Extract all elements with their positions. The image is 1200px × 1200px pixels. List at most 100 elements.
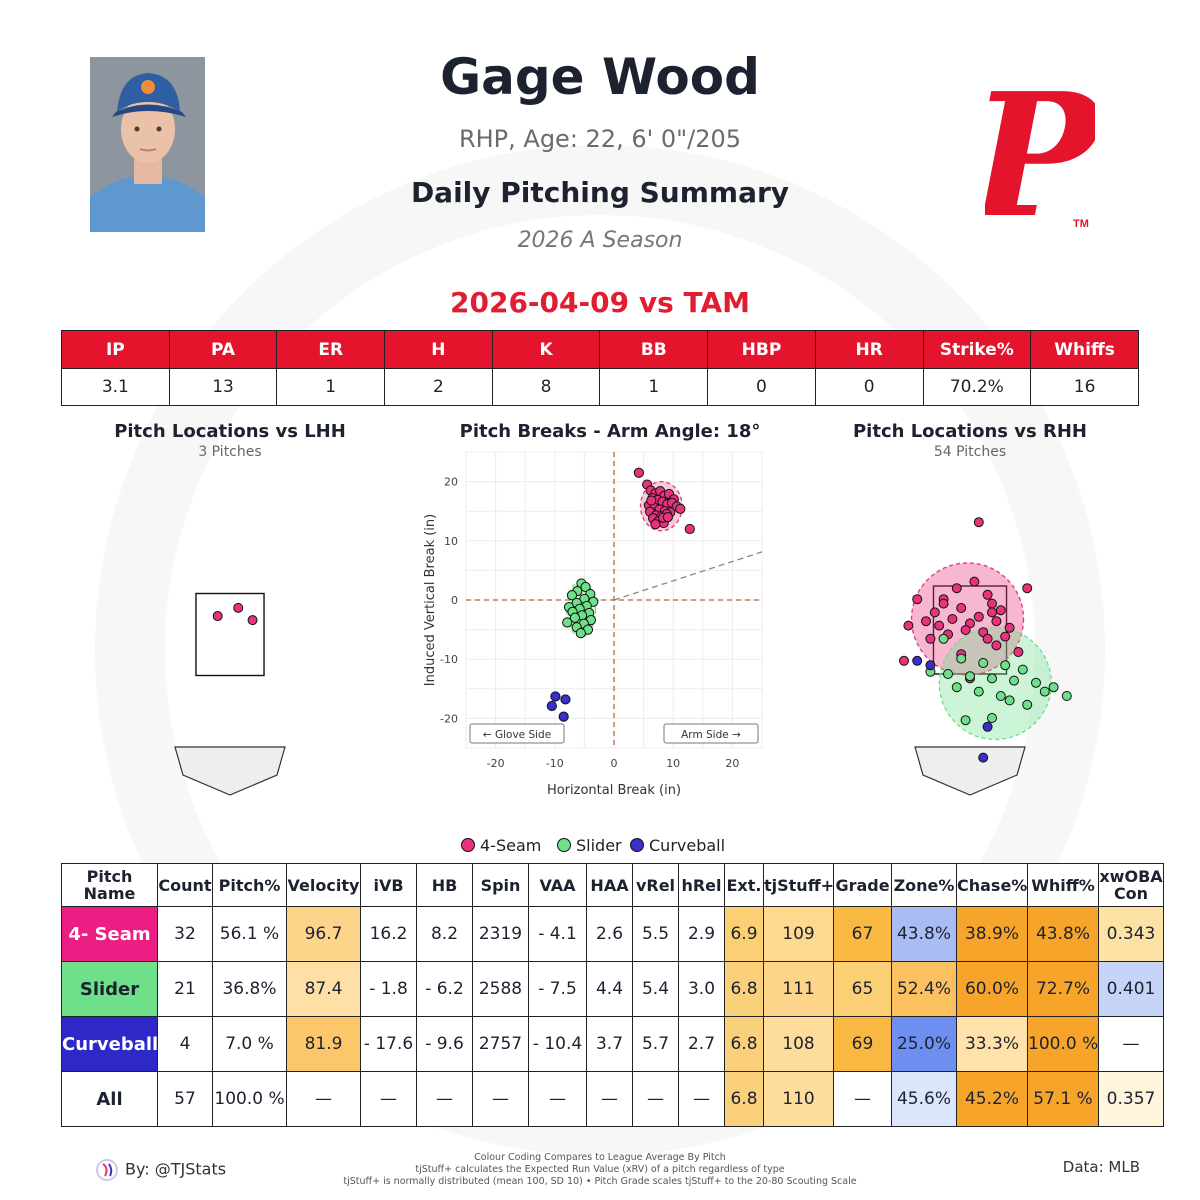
tjstats-logo-icon	[96, 1159, 118, 1181]
location-point-4-seam	[925, 633, 936, 644]
pitch-cell-ivb: —	[360, 1071, 417, 1127]
pitch-metrics-table: Pitch Name Count Pitch% Velocity iVB HB Spin VA…	[61, 863, 1164, 1127]
legend-label-curveball: Curveball	[649, 836, 725, 855]
break-point-4-seam	[684, 523, 695, 535]
season-label: 2026 A Season	[517, 228, 683, 253]
x-tick-label: -10	[546, 757, 564, 770]
location-point-slider	[951, 682, 962, 693]
pitch-cell-hb: - 9.6	[416, 1016, 473, 1072]
pitch-cell-ivb: - 17.6	[360, 1016, 417, 1072]
break-point-4-seam	[662, 512, 673, 523]
pitch-name-cell: 4- Seam	[61, 906, 158, 962]
location-point-4-seam	[1000, 631, 1011, 642]
location-point-slider	[943, 669, 953, 679]
pitch-cell-velocity: —	[286, 1071, 361, 1127]
pitch-cell-zone: 45.6%	[891, 1071, 957, 1127]
stat-value-pa: 13	[168, 368, 278, 406]
location-point-slider	[1039, 686, 1050, 697]
stat-value-ip: 3.1	[61, 368, 170, 406]
pitch-header-ivb: iVB	[360, 863, 417, 907]
x-tick-label: -20	[487, 757, 505, 770]
break-point-curveball	[558, 711, 569, 722]
byline-text: By: @TJStats	[125, 1159, 227, 1179]
legend-label-slider: Slider	[576, 836, 622, 855]
stat-value-bb: 1	[599, 368, 709, 406]
pitch-header-ext: Ext.	[724, 863, 764, 907]
stat-value-h: 2	[384, 368, 493, 406]
pitch-name-cell: Curveball	[61, 1016, 158, 1072]
pitch-header-count: Count	[157, 863, 213, 907]
pitch-cell-ivb: - 1.8	[360, 961, 417, 1017]
pitch-header-zone: Zone%	[891, 863, 957, 907]
lhh-location-plot	[174, 592, 286, 796]
pitch-cell-whiff: 43.8%	[1027, 906, 1099, 962]
pitch-cell-whiff: 72.7%	[1027, 961, 1099, 1017]
y-tick-label: -20	[440, 712, 458, 725]
x-tick-label: 20	[725, 757, 739, 770]
pitch-header-xwoba-con: xwOBA Con	[1098, 863, 1164, 907]
pitch-cell-vaa: - 7.5	[528, 961, 587, 1017]
glove-side-label-box	[469, 723, 565, 744]
legend-label-4-seam: 4-Seam	[480, 836, 541, 855]
pitch-legend: 4-Seam Slider Curveball	[430, 832, 770, 858]
pitch-cell-spin: 2757	[472, 1016, 529, 1072]
location-point-slider	[987, 673, 997, 684]
strike-zone	[195, 592, 265, 677]
pitch-row-slider: Slider 21 36.8% 87.4- 1.8- 6.2 2588- 7.5 4.4 5…	[61, 961, 1164, 1017]
pitch-cell-spin: —	[472, 1071, 529, 1127]
arm-angle-line	[613, 551, 763, 601]
pitch-row-curveball: Curveball 4 7.0 % 81.9- 17.6- 9.6 2757- 10.4…	[61, 1016, 1164, 1072]
stat-value-strike: 70.2%	[922, 368, 1032, 406]
location-point-4-seam	[973, 611, 984, 622]
location-point-curveball	[912, 655, 923, 666]
phillies-logo: P TM	[967, 56, 1103, 256]
pitch-cell-hrel: —	[678, 1071, 725, 1127]
stat-header-ip: IP	[61, 330, 170, 369]
pitch-cell-hb: - 6.2	[416, 961, 473, 1017]
pitch-cell-zone: 43.8%	[891, 906, 957, 962]
pitch-cell-count: 21	[157, 961, 213, 1017]
location-point-curveball	[982, 721, 993, 732]
pitch-header-velocity: Velocity	[286, 863, 361, 907]
pitch-header-tjstuff: tjStuff+	[763, 863, 834, 907]
location-point-4-seam	[233, 602, 244, 613]
player-name: Gage Wood	[440, 48, 760, 106]
pitch-cell-haa: 3.7	[586, 1016, 633, 1072]
break-point-4-seam	[675, 503, 686, 514]
pitch-cell-count: 32	[157, 906, 213, 962]
pitch-breaks-chart: -20 -10 0 10 20 20 10 0 -10 -20 Horizontal Break (…	[423, 451, 763, 798]
x-axis-label: Horizontal Break (in)	[547, 783, 681, 798]
pitch-header-spin: Spin	[472, 863, 529, 907]
pitch-cell-chase: 38.9%	[956, 906, 1028, 962]
stat-value-er: 1	[276, 368, 386, 406]
pitch-cell-velocity: 87.4	[286, 961, 361, 1017]
pitch-cell-vrel: 5.5	[632, 906, 679, 962]
location-point-4-seam	[899, 655, 909, 666]
y-axis-label: Induced Vertical Break (in)	[423, 514, 438, 687]
location-point-slider	[1031, 677, 1041, 688]
pitch-cell-hb: 8.2	[416, 906, 473, 962]
location-point-slider	[965, 671, 975, 682]
pitch-cell-xwoba-con: —	[1098, 1016, 1164, 1072]
pitch-cell-ext: 6.8	[724, 1071, 764, 1127]
pitch-cell-tjstuff: 111	[763, 961, 834, 1017]
pitch-name-cell: Slider	[61, 961, 158, 1017]
pitch-cell-velocity: 81.9	[286, 1016, 361, 1072]
location-point-slider	[1061, 691, 1072, 701]
break-point-slider	[575, 628, 586, 639]
location-point-4-seam	[951, 583, 962, 594]
pitch-cell-vrel: —	[632, 1071, 679, 1127]
arm-side-label: Arm Side →	[663, 723, 759, 744]
home-plate	[914, 746, 1026, 796]
location-point-4-seam	[982, 633, 993, 644]
pitch-cell-vaa: —	[528, 1071, 587, 1127]
location-point-slider	[995, 691, 1006, 701]
footer-note-1: Colour Coding Compares to League Average…	[474, 1152, 726, 1163]
pitch-row-all: All 57 100.0 % — — — — — — — —6.8 110—45.6% 45.2% 57.…	[61, 1071, 1164, 1127]
location-point-4-seam	[987, 607, 997, 618]
stat-header-strike: Strike%	[922, 330, 1032, 369]
location-point-4-seam	[903, 620, 914, 631]
location-point-slider	[938, 633, 949, 644]
location-point-slider	[956, 653, 967, 664]
pitch-header-pitch: Pitch%	[212, 863, 287, 907]
